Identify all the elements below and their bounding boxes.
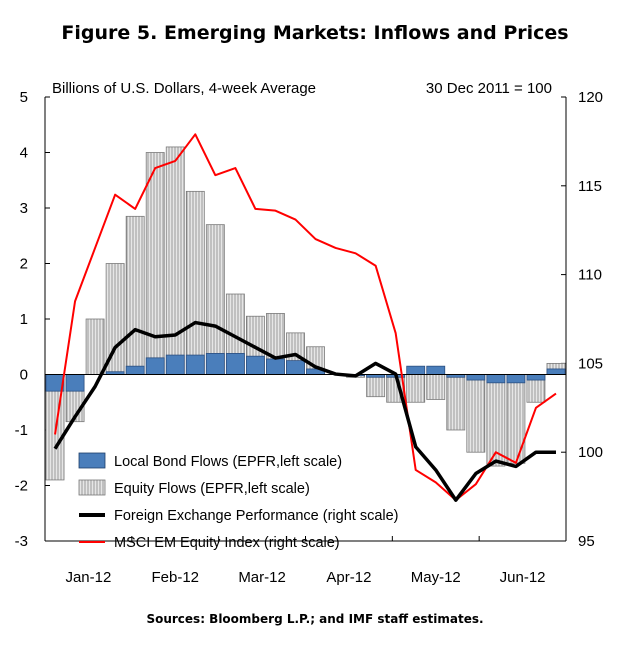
legend-label-msci: MSCI EM Equity Index (right scale) [114, 535, 340, 551]
local-bond-flow-bar [205, 353, 225, 375]
local-bond-flow-bar [65, 374, 85, 392]
equity-flow-bar [165, 146, 185, 375]
local-bond-flow-bar [546, 368, 566, 375]
local-bond-flow-bar [125, 365, 145, 375]
left-tick-label: 2 [20, 256, 28, 273]
equity-flow-bar [446, 374, 466, 431]
right-tick-label: 110 [578, 267, 602, 284]
local-bond-flow-bar [486, 374, 506, 384]
x-tick-label: Mar-12 [238, 569, 286, 586]
left-tick-label: 4 [20, 145, 28, 162]
source-note: Sources: Bloomberg L.P.; and IMF staff e… [146, 612, 484, 626]
left-tick-label: 0 [20, 367, 28, 384]
foreign-exchange-performance-line [53, 320, 556, 502]
x-tick-label: Jan-12 [65, 569, 111, 586]
chart-title: Figure 5. Emerging Markets: Inflows and … [61, 22, 569, 44]
equity-flow-bar [426, 374, 446, 400]
equity-flow-bar [506, 374, 526, 464]
left-tick-label: 1 [20, 311, 28, 328]
legend-label-local-bond: Local Bond Flows (EPFR,left scale) [114, 454, 342, 470]
local-bond-flow-bar [185, 354, 205, 375]
left-tick-label: 3 [20, 200, 28, 217]
equity-flow-bar [185, 190, 205, 375]
right-tick-label: 100 [578, 444, 603, 461]
local-bond-flow-bar [466, 374, 486, 381]
local-bond-flow-bar [266, 358, 285, 375]
equity-flow-bar [466, 374, 486, 453]
legend-item-equity: Equity Flows (EPFR,left scale) [78, 479, 310, 497]
equity-flow-bar [125, 215, 145, 375]
left-axis-unit: Billions of U.S. Dollars, 4-week Average [52, 80, 316, 97]
local-bond-flow-bar [526, 374, 546, 381]
legend-label-equity: Equity Flows (EPFR,left scale) [114, 481, 310, 497]
left-axis: 5 4 3 2 1 0 -1 -2 -3 [15, 89, 50, 550]
right-tick-label: 95 [578, 533, 595, 550]
x-tick-label: Apr-12 [326, 569, 371, 586]
right-axis: 120 115 110 105 100 95 [561, 89, 603, 550]
x-axis: Jan-12 Feb-12 Mar-12 Apr-12 May-12 Jun-12 [65, 536, 546, 586]
right-tick-label: 115 [578, 178, 602, 195]
legend-item-msci: MSCI EM Equity Index (right scale) [79, 535, 340, 551]
msci-em-equity-index-line [54, 133, 557, 502]
local-bond-flow-bar [506, 374, 526, 384]
equity-flow-bar [85, 318, 105, 375]
x-tick-label: Feb-12 [151, 569, 199, 586]
left-tick-label: -2 [15, 478, 28, 495]
legend-swatch-local-bond [78, 452, 106, 469]
x-tick-label: Jun-12 [500, 569, 546, 586]
equity-flow-bar [145, 152, 165, 375]
local-bond-flow-bar [165, 354, 185, 375]
local-bond-flow-bar [406, 365, 426, 375]
line-series [53, 133, 557, 502]
left-tick-label: -3 [15, 533, 28, 550]
left-tick-label: -1 [15, 422, 28, 439]
legend-item-local-bond: Local Bond Flows (EPFR,left scale) [78, 452, 342, 470]
local-bond-flow-bar [245, 355, 265, 375]
equity-flow-bar [205, 224, 225, 375]
right-tick-label: 120 [578, 89, 603, 106]
legend-label-fx: Foreign Exchange Performance (right scal… [114, 508, 399, 524]
x-tick-label: May-12 [411, 569, 461, 586]
legend-swatch-equity [78, 479, 106, 496]
local-bond-flow-bar [426, 365, 446, 375]
equity-flow-bar [406, 374, 426, 403]
legend-item-fx: Foreign Exchange Performance (right scal… [79, 508, 399, 524]
legend: Local Bond Flows (EPFR,left scale) Equit… [78, 452, 399, 551]
equity-flow-bar [366, 374, 386, 398]
bar-series [45, 146, 566, 481]
local-bond-flow-bar [145, 357, 165, 375]
left-tick-label: 5 [20, 89, 28, 106]
local-bond-flow-bar [225, 353, 245, 375]
right-tick-label: 105 [578, 355, 603, 372]
right-axis-unit: 30 Dec 2011 = 100 [426, 80, 552, 97]
local-bond-flow-bar [286, 360, 305, 375]
